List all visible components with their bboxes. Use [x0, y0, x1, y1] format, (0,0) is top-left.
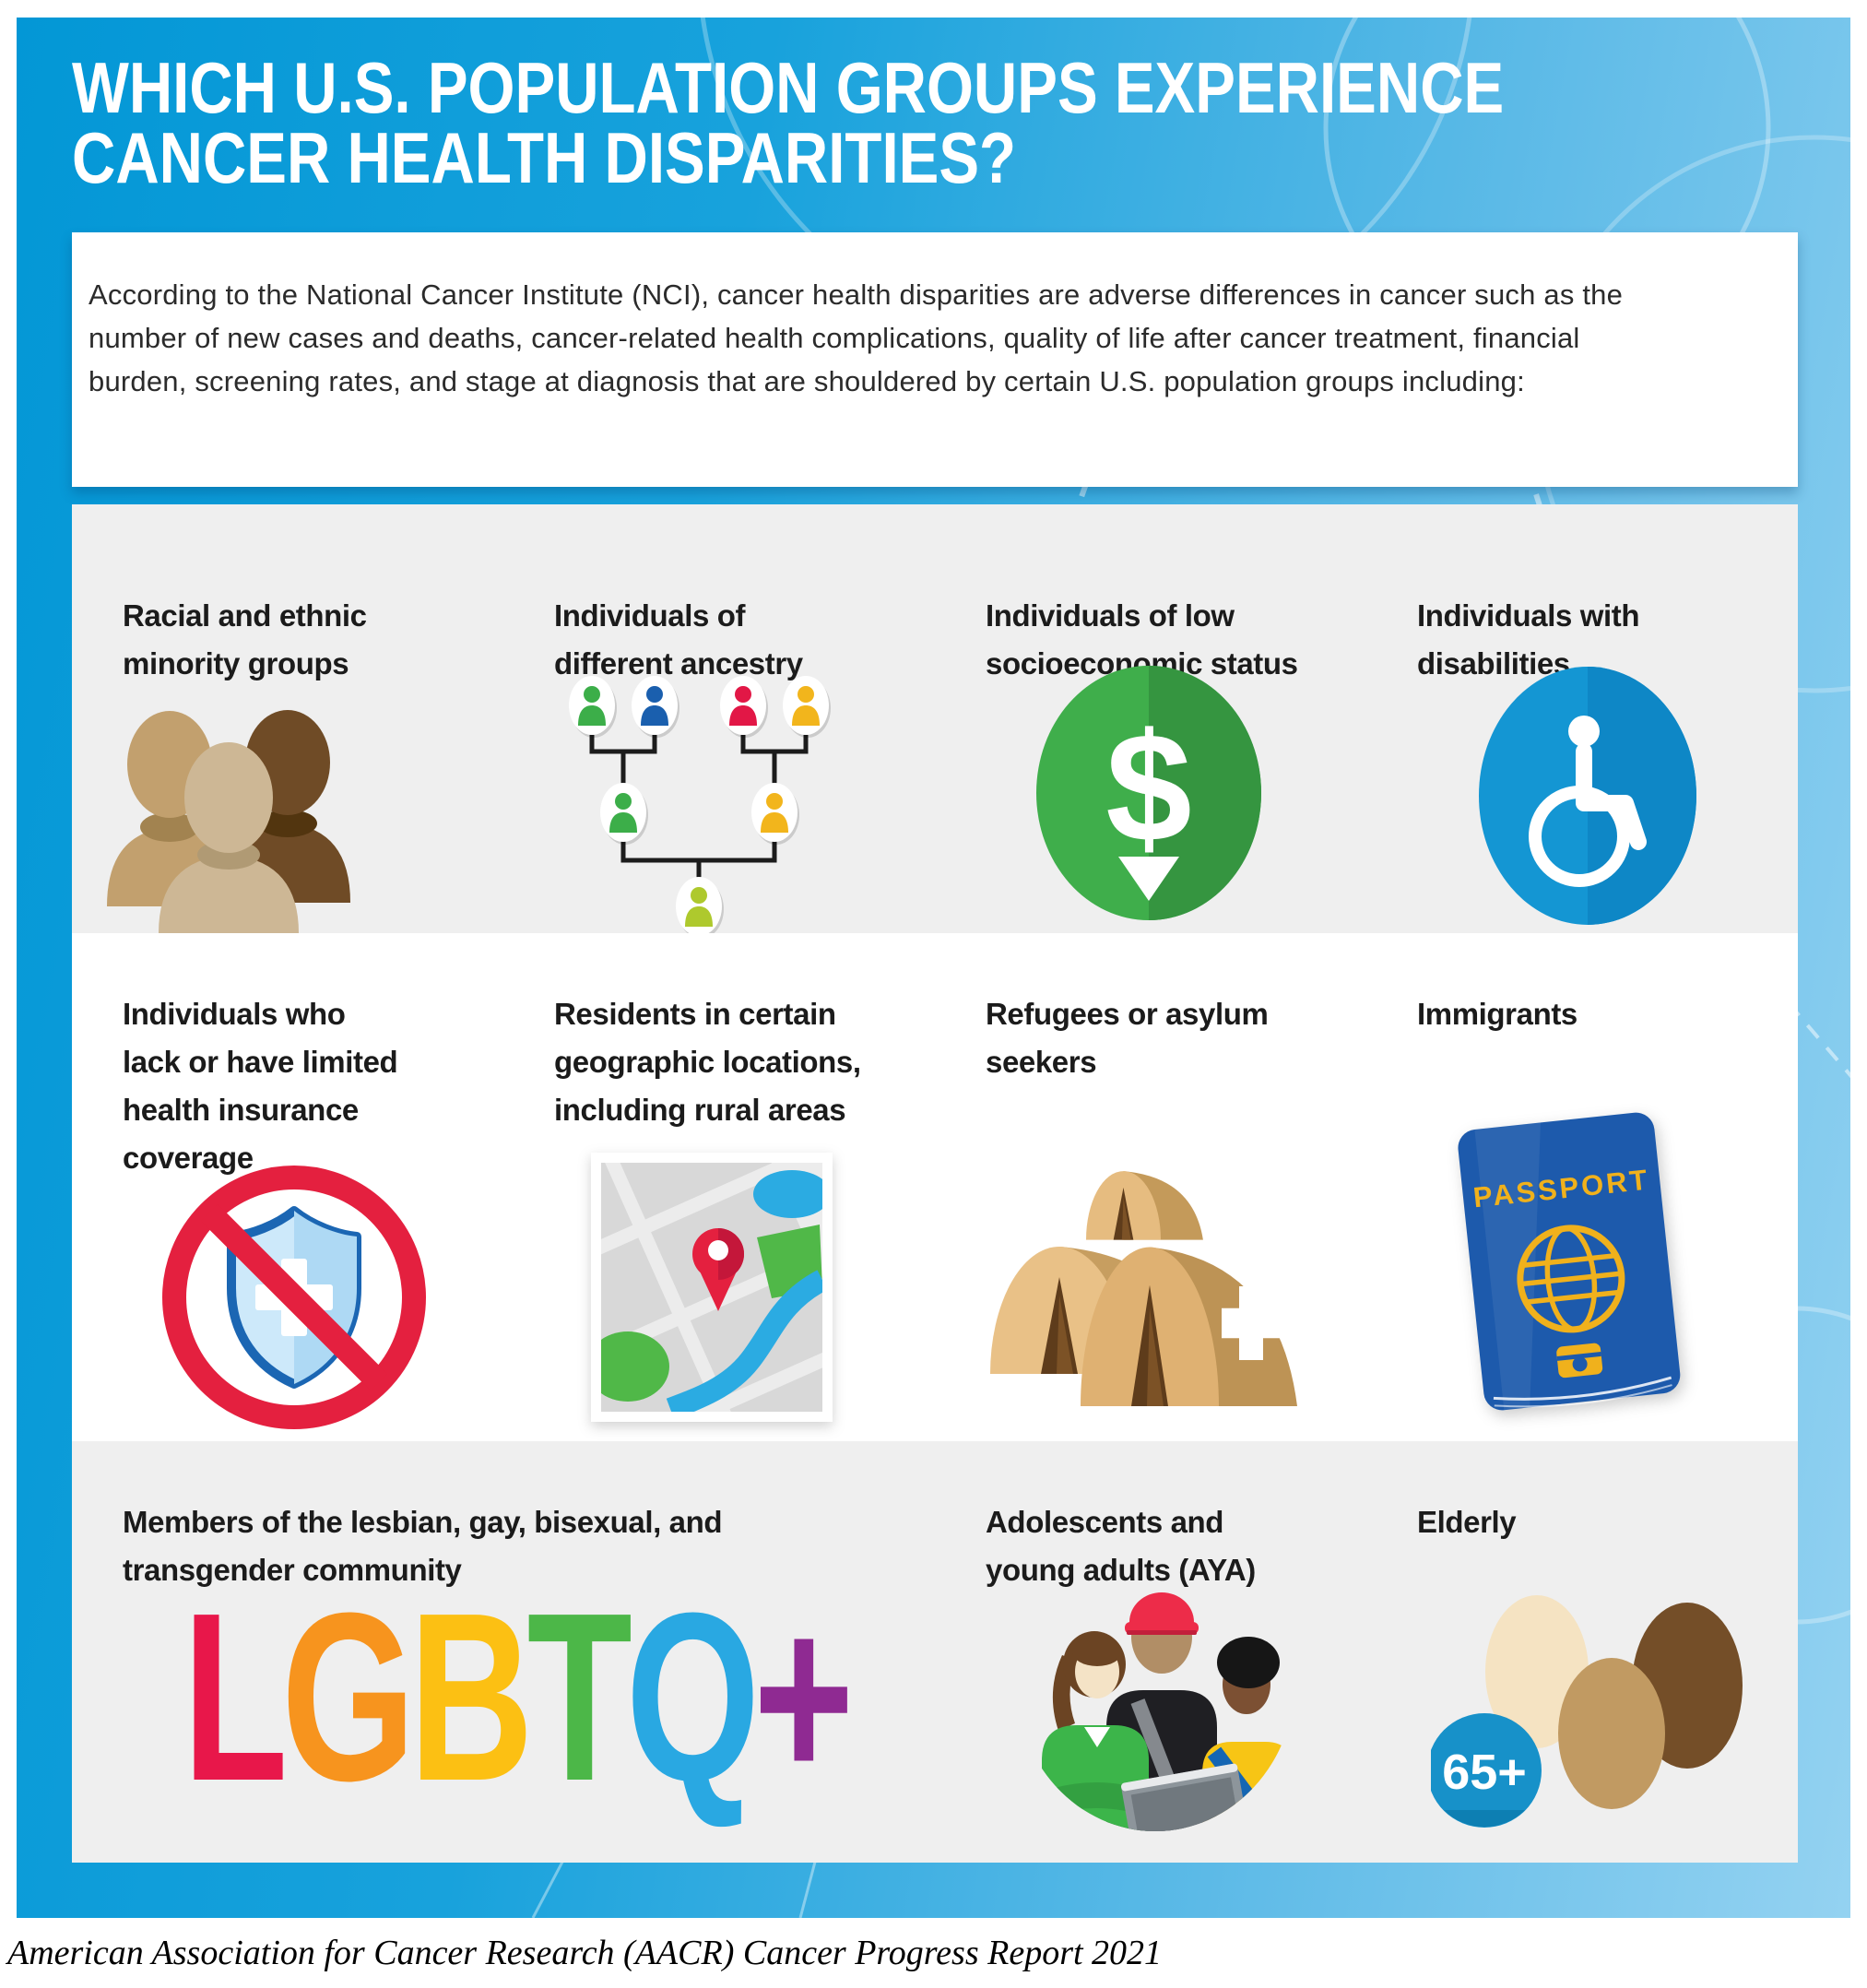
- tent-back: [1086, 1171, 1203, 1240]
- group-refugees: Refugees or asylum seekers: [935, 933, 1366, 1441]
- source-attribution: American Association for Cancer Research…: [7, 1934, 1163, 1972]
- group-label: Residents in certain geographic location…: [554, 997, 861, 1127]
- lgbtq-letter: T: [526, 1564, 632, 1831]
- group-immigrants: Immigrants PASSPORT: [1366, 933, 1798, 1441]
- group-label: Individuals who lack or have limited hea…: [123, 997, 398, 1175]
- group-ancestry: Individuals of different ancestry: [503, 504, 935, 936]
- group-label: Refugees or asylum seekers: [986, 997, 1269, 1079]
- age-badge-label: 65+: [1442, 1745, 1527, 1800]
- tent-front: [1081, 1247, 1297, 1406]
- intro-box: According to the National Cancer Institu…: [72, 232, 1798, 487]
- map-location-icon: [591, 1153, 833, 1422]
- lgbtq-letter: +: [753, 1564, 854, 1831]
- lgbtq-letter: B: [408, 1564, 534, 1831]
- wheelchair-icon: [1479, 667, 1696, 925]
- group-uninsured: Individuals who lack or have limited hea…: [72, 933, 503, 1441]
- group-lgbtq: Members of the lesbian, gay, bisexual, a…: [72, 1441, 935, 1863]
- groups-row-2: Individuals who lack or have limited hea…: [72, 933, 1798, 1441]
- lgbtq-letter: Q: [625, 1564, 761, 1831]
- group-label: Individuals of low socioeconomic status: [986, 598, 1298, 680]
- three-heads-icon: [107, 710, 350, 933]
- group-racial-ethnic: Racial and ethnic minority groups: [72, 504, 503, 933]
- passport-icon: PASSPORT: [1458, 1112, 1681, 1411]
- footer: American Association for Cancer Research…: [7, 1933, 1162, 1973]
- lgbtq-letter: L: [183, 1564, 288, 1831]
- dollar-decrease-icon: $: [1036, 666, 1261, 920]
- page-title-line1: WHICH U.S. POPULATION GROUPS EXPERIENCE: [72, 47, 1505, 128]
- svg-text:$: $: [1105, 701, 1191, 874]
- lgbtq-letter: G: [281, 1564, 416, 1831]
- refugee-tents-icon: [990, 1171, 1297, 1406]
- lgbtq-wordmark: LGBTQ+: [183, 1578, 854, 1817]
- group-aya: Adolescents and young adults (AYA): [935, 1441, 1366, 1863]
- no-health-insurance-icon: [162, 1166, 426, 1429]
- family-tree-icon: [569, 676, 831, 936]
- group-label: Individuals with disabilities: [1417, 598, 1640, 680]
- groups-row-3: Members of the lesbian, gay, bisexual, a…: [72, 1441, 1798, 1863]
- group-disabilities: Individuals with disabilities: [1366, 504, 1798, 933]
- group-elderly: Elderly 65+: [1366, 1441, 1798, 1863]
- elderly-heads-icon: 65+: [1431, 1595, 1743, 1828]
- group-label: Members of the lesbian, gay, bisexual, a…: [123, 1505, 723, 1587]
- page-title: WHICH U.S. POPULATION GROUPS EXPERIENCE …: [72, 52, 1504, 194]
- group-label: Immigrants: [1417, 997, 1577, 1031]
- blue-panel: WHICH U.S. POPULATION GROUPS EXPERIENCE …: [17, 18, 1850, 1918]
- age-badge: [1431, 1713, 1542, 1828]
- intro-text: According to the National Cancer Institu…: [89, 278, 1624, 397]
- groups-row-1: Racial and ethnic minority groups Indivi…: [72, 504, 1798, 936]
- group-label: Adolescents and young adults (AYA): [986, 1505, 1256, 1587]
- young-adults-icon: [1042, 1592, 1294, 1831]
- family-tree-nodes: [569, 676, 831, 936]
- group-label: Individuals of different ancestry: [554, 598, 803, 680]
- group-low-ses: Individuals of low socioeconomic status …: [935, 504, 1366, 933]
- group-label: Elderly: [1417, 1505, 1517, 1539]
- group-label: Racial and ethnic minority groups: [123, 598, 367, 680]
- page-title-line2: CANCER HEALTH DISPARITIES?: [72, 117, 1017, 198]
- group-geographic: Residents in certain geographic location…: [503, 933, 935, 1441]
